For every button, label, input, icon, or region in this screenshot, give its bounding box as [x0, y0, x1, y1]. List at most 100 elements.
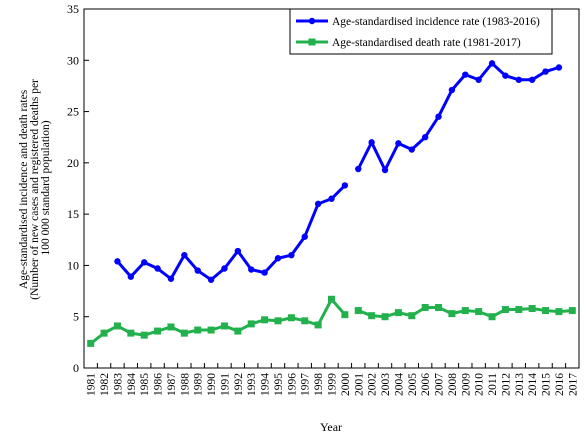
data-point: [167, 275, 175, 282]
data-point: [180, 329, 188, 337]
legend-box: [289, 8, 553, 55]
series-line: [356, 61, 560, 172]
x-tick-label: 1989: [193, 373, 205, 396]
x-tick-label: 1994: [260, 373, 272, 396]
series-layer: [87, 60, 576, 347]
x-tick-label: 2006: [420, 373, 432, 396]
x-tick-label: 1992: [233, 373, 245, 396]
data-point: [141, 259, 148, 266]
x-tick-label: 2000: [340, 373, 352, 396]
y-axis-title-line-1: Age-standardised incidence and death rat…: [18, 89, 30, 289]
data-point: [475, 308, 483, 316]
data-point: [488, 60, 496, 67]
data-point: [127, 329, 135, 337]
data-point: [261, 269, 268, 276]
series-incidence: [114, 60, 563, 283]
y-axis-title: Age-standardised incidence and death rat…: [18, 76, 52, 300]
data-point: [274, 317, 282, 325]
x-tick-label: 2008: [447, 373, 459, 396]
x-tick-label: 2003: [380, 373, 392, 396]
x-tick-label: 1999: [327, 373, 339, 396]
data-point: [528, 76, 536, 83]
legend-marker-death: [308, 38, 316, 46]
legend-entry-incidence: Age-standardised incidence rate (1983-20…: [296, 16, 540, 28]
data-point: [328, 195, 335, 202]
data-point: [301, 317, 309, 325]
x-tick-label: 1983: [112, 373, 124, 396]
x-tick-label: 2013: [514, 373, 526, 396]
x-tick-label: 2015: [541, 373, 553, 396]
data-point: [221, 265, 228, 272]
data-point: [462, 71, 469, 78]
data-point: [341, 311, 349, 319]
y-axis: 0 5 10 15 20 25 30 35: [67, 2, 89, 375]
y-axis-title-line-3: 100 000 standard population): [40, 120, 52, 255]
x-tick-label: 1991: [219, 373, 231, 396]
data-point: [207, 326, 215, 334]
x-tick-label: 2010: [474, 373, 486, 396]
x-tick-label: 1987: [166, 373, 178, 396]
data-point: [542, 68, 549, 75]
data-point: [421, 303, 429, 311]
data-point: [408, 146, 415, 153]
data-point: [154, 265, 161, 272]
data-point: [234, 327, 242, 335]
x-axis-title: Year: [320, 420, 342, 434]
data-point: [421, 134, 429, 141]
x-tick-label: 1985: [139, 373, 151, 396]
data-point: [515, 306, 523, 314]
y-tick-label: 30: [67, 53, 79, 67]
data-point: [568, 307, 576, 315]
y-axis-title-line-2: (Number of new cases and registered deat…: [29, 79, 41, 300]
data-point: [247, 320, 255, 328]
data-point: [408, 312, 416, 320]
x-tick-label: 2007: [434, 373, 446, 396]
data-point: [354, 307, 362, 315]
x-tick-label: 1990: [206, 373, 218, 396]
data-point: [381, 166, 389, 174]
data-point: [555, 64, 563, 71]
data-point: [501, 306, 509, 314]
data-point: [113, 322, 121, 330]
x-tick-label: 1996: [286, 373, 298, 396]
data-point: [181, 251, 188, 259]
data-point: [194, 326, 202, 334]
data-point: [368, 312, 376, 320]
data-point: [274, 255, 282, 262]
x-axis: 1981 1982 1983 1984 1985 1986 1987 1988 1989 1990…: [83, 363, 580, 396]
data-point: [355, 165, 362, 173]
x-tick-label: 1993: [246, 373, 258, 396]
x-tick-label: 2011: [487, 373, 499, 396]
data-point: [301, 233, 308, 240]
legend-label-incidence: Age-standardised incidence rate (1983-20…: [332, 16, 540, 28]
data-point: [515, 76, 522, 83]
x-tick-label: 1998: [313, 373, 325, 396]
x-tick-label: 1984: [126, 373, 138, 396]
data-point: [341, 182, 349, 189]
y-tick-label: 15: [67, 207, 79, 221]
data-point: [381, 313, 389, 321]
data-point: [435, 303, 443, 311]
data-point: [394, 309, 402, 317]
data-point: [220, 322, 228, 330]
data-point: [368, 139, 375, 146]
data-point: [314, 321, 322, 329]
data-point: [234, 247, 242, 255]
x-tick-label: 2009: [460, 373, 472, 396]
x-tick-label: 1981: [86, 373, 98, 396]
series-line: [116, 184, 346, 282]
y-tick-label: 25: [67, 105, 79, 119]
data-point: [448, 86, 456, 94]
data-point: [114, 258, 121, 265]
x-tick-label: 1995: [273, 373, 285, 396]
x-tick-label: 2016: [554, 373, 566, 396]
plot-frame: [83, 8, 580, 369]
data-point: [288, 251, 295, 259]
data-point: [154, 327, 162, 335]
data-point: [502, 72, 509, 79]
data-point: [261, 316, 269, 324]
data-point: [328, 295, 335, 303]
series-death: [87, 295, 576, 347]
data-point: [194, 267, 201, 274]
legend: Age-standardised incidence rate (1983-20…: [289, 8, 553, 55]
